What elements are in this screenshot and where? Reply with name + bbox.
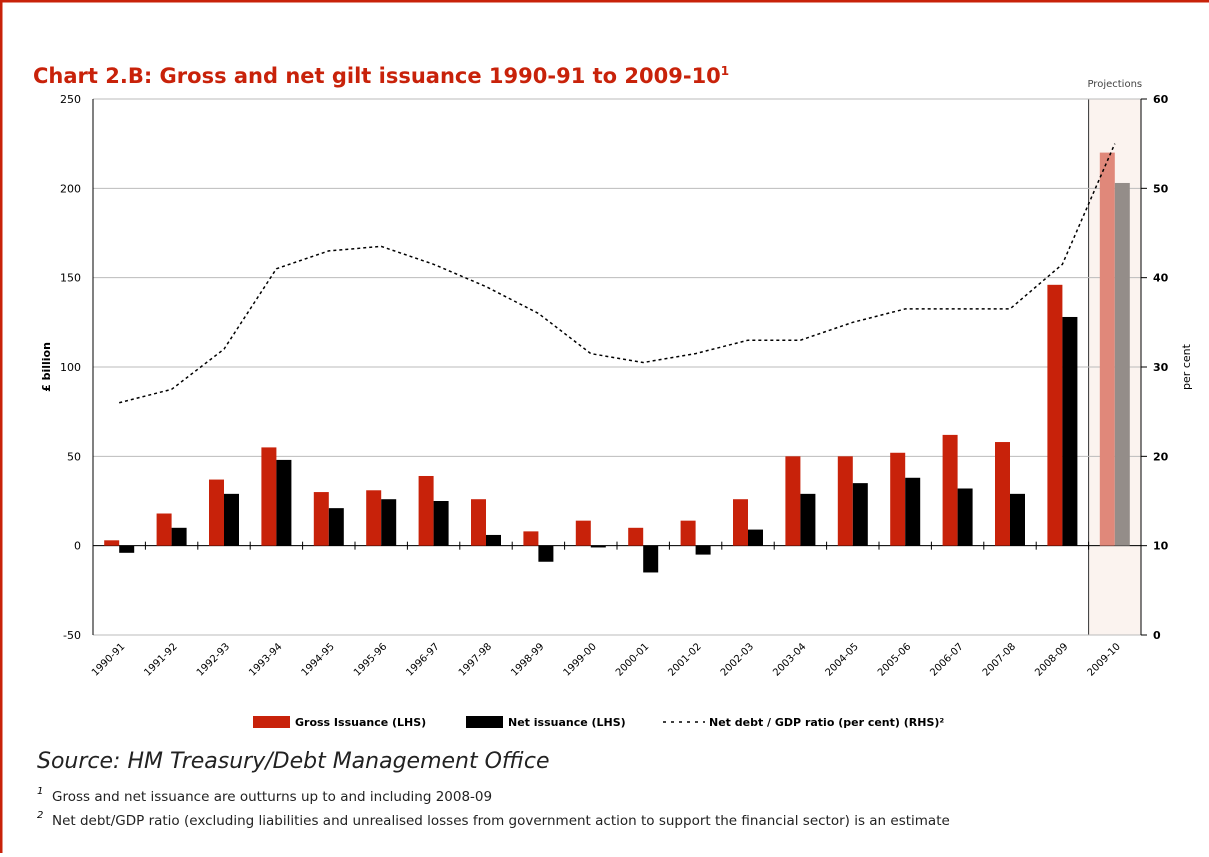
y2-tick-label: 20 [1153, 450, 1169, 463]
bar [209, 479, 224, 546]
bar [156, 513, 172, 546]
y2-tick-label: 60 [1153, 93, 1169, 106]
legend-label: Net debt / GDP ratio (per cent) (RHS)² [709, 716, 944, 729]
bar [276, 459, 292, 546]
y2-tick-label: 40 [1153, 272, 1169, 285]
x-tick-label: 1993-94 [247, 641, 284, 678]
x-tick-label: 1995-96 [352, 641, 389, 678]
y-tick-label: 150 [60, 272, 81, 285]
x-tick-label: 2002-03 [719, 641, 756, 678]
title-text: Chart 2.B: Gross and net gilt issuance 1… [33, 64, 721, 88]
bar [628, 527, 644, 546]
legend-swatch [466, 716, 503, 728]
bar [328, 508, 344, 546]
bar [171, 527, 187, 546]
y2-tick-label: 30 [1153, 361, 1169, 374]
footnote-text: Gross and net issuance are outturns up t… [52, 789, 492, 805]
bar [261, 447, 277, 546]
chart-title: Chart 2.B: Gross and net gilt issuance 1… [33, 64, 729, 88]
footnote-mark: 2 [37, 810, 43, 821]
x-tick-label: 1992-93 [195, 641, 232, 678]
bar [995, 442, 1010, 546]
bar [800, 493, 816, 546]
footnote-mark: 1 [37, 786, 43, 797]
x-tick-label: 2006-07 [928, 641, 965, 678]
x-tick-label: 2007-08 [981, 641, 1018, 678]
bar [1047, 284, 1063, 546]
bar [1062, 316, 1078, 546]
x-tick-label: 2009-10 [1086, 641, 1123, 678]
y2-tick-label: 10 [1153, 540, 1169, 553]
bar [957, 488, 973, 546]
bar [785, 456, 801, 546]
bar [224, 493, 239, 546]
x-tick-label: 1994-95 [300, 641, 337, 678]
bar [313, 492, 329, 546]
x-tick-label: 2003-04 [771, 641, 808, 678]
x-tick-label: 1996-97 [404, 641, 441, 678]
x-tick-label: 1990-91 [90, 641, 127, 678]
title-mark: 1 [721, 64, 729, 78]
y-tick-label: 100 [60, 361, 81, 374]
x-tick-label: 1997-98 [457, 641, 494, 678]
bar [1114, 182, 1130, 546]
bar [433, 501, 449, 546]
x-tick-label: 1998-99 [509, 641, 546, 678]
bar [119, 545, 135, 553]
bar [1010, 493, 1025, 546]
bar [575, 520, 591, 546]
x-tick-label: 2004-05 [824, 641, 861, 678]
footnotes: 1 Gross and net issuance are outturns up … [37, 786, 950, 829]
bar [643, 545, 659, 573]
bar [471, 499, 486, 546]
x-tick-label: 2005-06 [876, 641, 913, 678]
y2-tick-label: 50 [1153, 182, 1169, 195]
y-axis-label: £ billion [40, 342, 53, 392]
y2-tick-label: 0 [1153, 629, 1161, 642]
source: Source: HM Treasury/Debt Management Offi… [37, 749, 550, 774]
y-tick-label: -50 [63, 629, 81, 642]
bar [590, 545, 606, 548]
bar [418, 475, 434, 546]
x-tick-label: 1991-92 [142, 641, 179, 678]
projection-label: Projections [1087, 79, 1142, 90]
bar [905, 477, 921, 546]
bar [837, 456, 853, 546]
line [119, 143, 1116, 404]
y-tick-label: 50 [67, 450, 81, 463]
x-tick-label: 2000-01 [614, 641, 651, 678]
bar [733, 499, 748, 546]
bar [538, 545, 554, 562]
bar [1099, 152, 1115, 546]
x-tick-label: 1999-00 [562, 641, 599, 678]
bar [852, 483, 868, 546]
bar [890, 452, 906, 546]
y2-axis-label: per cent [1180, 343, 1193, 390]
bar [366, 490, 382, 546]
bar [942, 434, 958, 546]
bar [748, 529, 763, 546]
bar [104, 540, 120, 546]
bar [381, 499, 397, 546]
bar [486, 534, 501, 546]
x-tick-label: 2001-02 [666, 641, 703, 678]
y-tick-label: 200 [60, 182, 81, 195]
y-tick-label: 250 [60, 93, 81, 106]
y-tick-label: 0 [74, 540, 81, 553]
footnote-text: Net debt/GDP ratio (excluding liabilitie… [52, 813, 950, 829]
legend-swatch [253, 716, 290, 728]
x-tick-label: 2008-09 [1033, 641, 1070, 678]
bar [695, 545, 711, 555]
bar [680, 520, 696, 546]
bar [523, 531, 539, 546]
legend-label: Net issuance (LHS) [508, 716, 626, 729]
legend-label: Gross Issuance (LHS) [295, 716, 426, 729]
